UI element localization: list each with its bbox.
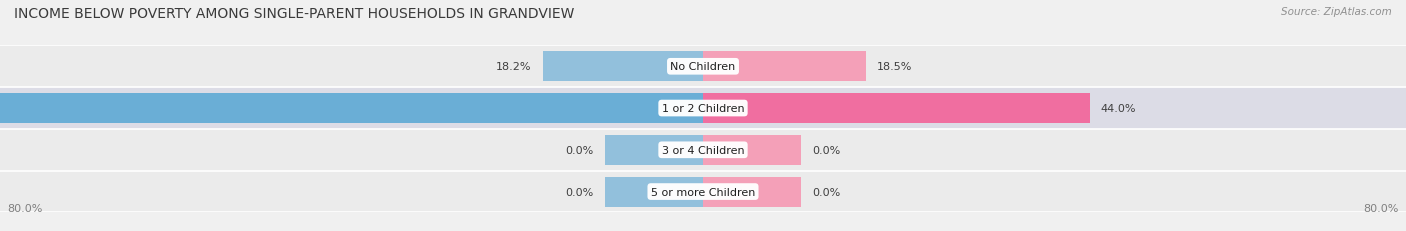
Text: No Children: No Children (671, 62, 735, 72)
Bar (605, 135, 703, 165)
Text: 3 or 4 Children: 3 or 4 Children (662, 145, 744, 155)
Bar (0, 94, 703, 124)
Text: 18.2%: 18.2% (496, 62, 531, 72)
Text: 80.0%: 80.0% (7, 203, 42, 213)
Bar (0, 129, 1406, 171)
Text: 0.0%: 0.0% (813, 187, 841, 197)
Bar (543, 52, 703, 82)
Bar (0, 171, 1406, 213)
Text: 44.0%: 44.0% (1101, 103, 1136, 114)
Text: 0.0%: 0.0% (813, 145, 841, 155)
Bar (703, 94, 1090, 124)
Bar (0, 46, 1406, 88)
Text: 0.0%: 0.0% (565, 187, 593, 197)
Text: INCOME BELOW POVERTY AMONG SINGLE-PARENT HOUSEHOLDS IN GRANDVIEW: INCOME BELOW POVERTY AMONG SINGLE-PARENT… (14, 7, 575, 21)
Bar (605, 177, 703, 207)
Text: 80.0%: 80.0% (1364, 203, 1399, 213)
Text: 1 or 2 Children: 1 or 2 Children (662, 103, 744, 114)
Text: 5 or more Children: 5 or more Children (651, 187, 755, 197)
Text: Source: ZipAtlas.com: Source: ZipAtlas.com (1281, 7, 1392, 17)
Text: 18.5%: 18.5% (877, 62, 912, 72)
Text: 0.0%: 0.0% (565, 145, 593, 155)
Bar (703, 52, 866, 82)
Bar (0, 88, 1406, 129)
Bar (703, 135, 801, 165)
Bar (703, 177, 801, 207)
